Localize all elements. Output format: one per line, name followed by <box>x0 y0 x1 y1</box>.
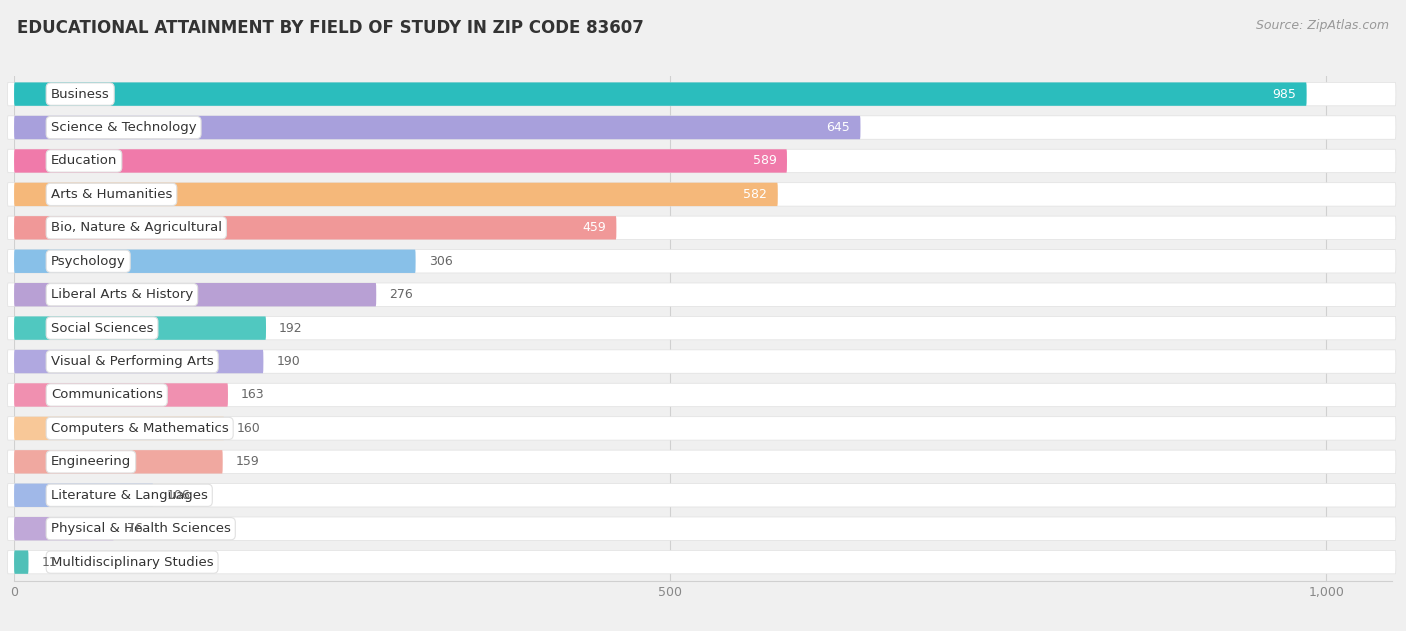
Text: 459: 459 <box>582 221 606 234</box>
Text: Literature & Languages: Literature & Languages <box>51 489 208 502</box>
Text: 76: 76 <box>127 522 143 535</box>
FancyBboxPatch shape <box>14 416 224 440</box>
Text: 645: 645 <box>827 121 851 134</box>
FancyBboxPatch shape <box>7 517 1396 540</box>
Text: 192: 192 <box>280 322 302 334</box>
Text: Arts & Humanities: Arts & Humanities <box>51 188 172 201</box>
FancyBboxPatch shape <box>14 450 222 473</box>
Text: Engineering: Engineering <box>51 456 131 468</box>
FancyBboxPatch shape <box>14 150 787 173</box>
Text: 159: 159 <box>236 456 260 468</box>
FancyBboxPatch shape <box>14 183 778 206</box>
Text: 276: 276 <box>389 288 413 301</box>
FancyBboxPatch shape <box>14 383 228 407</box>
FancyBboxPatch shape <box>7 450 1396 473</box>
Text: Visual & Performing Arts: Visual & Performing Arts <box>51 355 214 368</box>
FancyBboxPatch shape <box>14 216 616 240</box>
FancyBboxPatch shape <box>14 249 416 273</box>
Text: Computers & Mathematics: Computers & Mathematics <box>51 422 229 435</box>
Text: Bio, Nature & Agricultural: Bio, Nature & Agricultural <box>51 221 222 234</box>
Text: Social Sciences: Social Sciences <box>51 322 153 334</box>
FancyBboxPatch shape <box>7 283 1396 307</box>
Text: Science & Technology: Science & Technology <box>51 121 197 134</box>
FancyBboxPatch shape <box>7 150 1396 173</box>
Text: 589: 589 <box>752 155 776 167</box>
Text: Communications: Communications <box>51 389 163 401</box>
FancyBboxPatch shape <box>7 416 1396 440</box>
FancyBboxPatch shape <box>14 116 860 139</box>
FancyBboxPatch shape <box>7 316 1396 340</box>
Text: Education: Education <box>51 155 117 167</box>
Text: Physical & Health Sciences: Physical & Health Sciences <box>51 522 231 535</box>
FancyBboxPatch shape <box>7 550 1396 574</box>
Text: 163: 163 <box>240 389 264 401</box>
Text: 985: 985 <box>1272 88 1296 100</box>
Text: Business: Business <box>51 88 110 100</box>
Text: 306: 306 <box>429 255 453 268</box>
Text: Liberal Arts & History: Liberal Arts & History <box>51 288 193 301</box>
Text: 160: 160 <box>238 422 262 435</box>
Text: EDUCATIONAL ATTAINMENT BY FIELD OF STUDY IN ZIP CODE 83607: EDUCATIONAL ATTAINMENT BY FIELD OF STUDY… <box>17 19 644 37</box>
Text: Psychology: Psychology <box>51 255 125 268</box>
FancyBboxPatch shape <box>7 216 1396 240</box>
FancyBboxPatch shape <box>7 83 1396 106</box>
FancyBboxPatch shape <box>7 116 1396 139</box>
FancyBboxPatch shape <box>7 249 1396 273</box>
Text: Multidisciplinary Studies: Multidisciplinary Studies <box>51 556 214 569</box>
FancyBboxPatch shape <box>14 83 1306 106</box>
FancyBboxPatch shape <box>7 350 1396 374</box>
Text: 190: 190 <box>277 355 301 368</box>
FancyBboxPatch shape <box>7 483 1396 507</box>
FancyBboxPatch shape <box>14 350 263 374</box>
FancyBboxPatch shape <box>14 550 28 574</box>
Text: Source: ZipAtlas.com: Source: ZipAtlas.com <box>1256 19 1389 32</box>
FancyBboxPatch shape <box>7 183 1396 206</box>
FancyBboxPatch shape <box>14 283 377 307</box>
FancyBboxPatch shape <box>14 483 153 507</box>
FancyBboxPatch shape <box>14 517 114 540</box>
FancyBboxPatch shape <box>7 383 1396 407</box>
Text: 106: 106 <box>166 489 190 502</box>
Text: 11: 11 <box>42 556 58 569</box>
Text: 582: 582 <box>744 188 768 201</box>
FancyBboxPatch shape <box>14 316 266 340</box>
